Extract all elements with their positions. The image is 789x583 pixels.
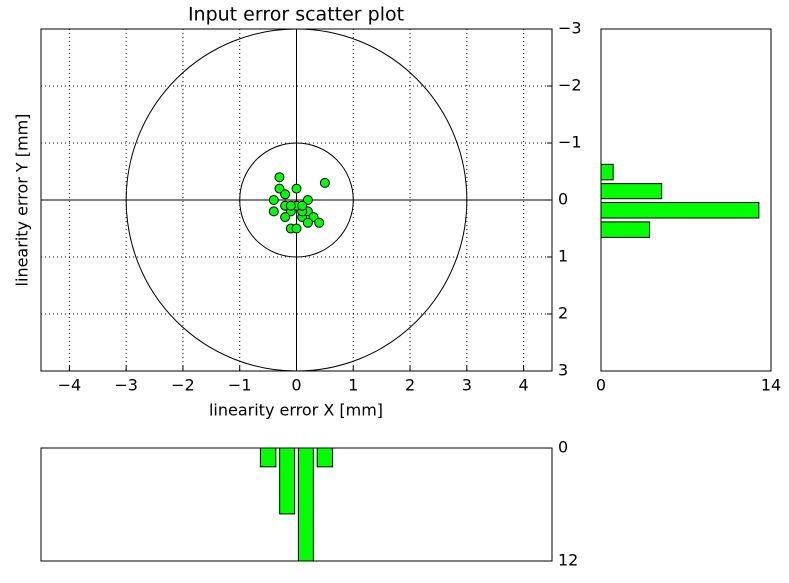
y-tick-label: 0	[558, 438, 568, 457]
y-tick-label: 12	[558, 551, 578, 570]
bar	[600, 163, 614, 181]
y-tick-label: 3	[558, 361, 568, 380]
bar	[600, 221, 651, 238]
point	[285, 200, 296, 211]
point	[268, 195, 279, 205]
axes-frame	[40, 447, 553, 562]
bar	[297, 447, 314, 562]
point	[280, 212, 291, 223]
x-tick-label: 4	[519, 376, 529, 395]
point	[291, 223, 302, 234]
x-tick-label: 1	[348, 376, 358, 395]
axes-frame	[600, 28, 772, 372]
point	[268, 206, 279, 217]
point	[314, 217, 325, 228]
x-tick-label: 14	[761, 376, 781, 395]
bar	[316, 447, 334, 468]
reference-circle	[239, 142, 354, 258]
x-tick-label: −1	[228, 376, 252, 395]
point	[291, 183, 302, 194]
point	[297, 200, 308, 211]
y-tick-label: −3	[558, 19, 582, 38]
point	[280, 189, 291, 200]
x-axis-label: linearity error X [mm]	[209, 401, 383, 420]
bar	[259, 447, 277, 468]
y-tick-label: 2	[558, 304, 568, 323]
y-tick-label: −1	[558, 133, 582, 152]
x-tick-label: −2	[171, 376, 195, 395]
y-tick-label: 0	[558, 190, 568, 209]
x-tick-label: 2	[405, 376, 415, 395]
bar	[600, 202, 760, 219]
x-tick-label: 0	[596, 376, 606, 395]
chart-title: Input error scatter plot	[188, 4, 404, 26]
x-tick-label: −3	[114, 376, 138, 395]
bar	[279, 447, 296, 515]
x-tick-label: 3	[462, 376, 472, 395]
point	[274, 172, 285, 183]
y-axis-label: linearity error Y [mm]	[13, 114, 32, 287]
x-tick-label: 0	[291, 376, 301, 395]
x-tick-label: −4	[58, 376, 82, 395]
y-tick-label: 1	[558, 247, 568, 266]
bar	[600, 183, 663, 200]
point	[302, 217, 313, 228]
point	[319, 177, 330, 188]
y-tick-label: −2	[558, 76, 582, 95]
axes-frame	[40, 28, 553, 372]
